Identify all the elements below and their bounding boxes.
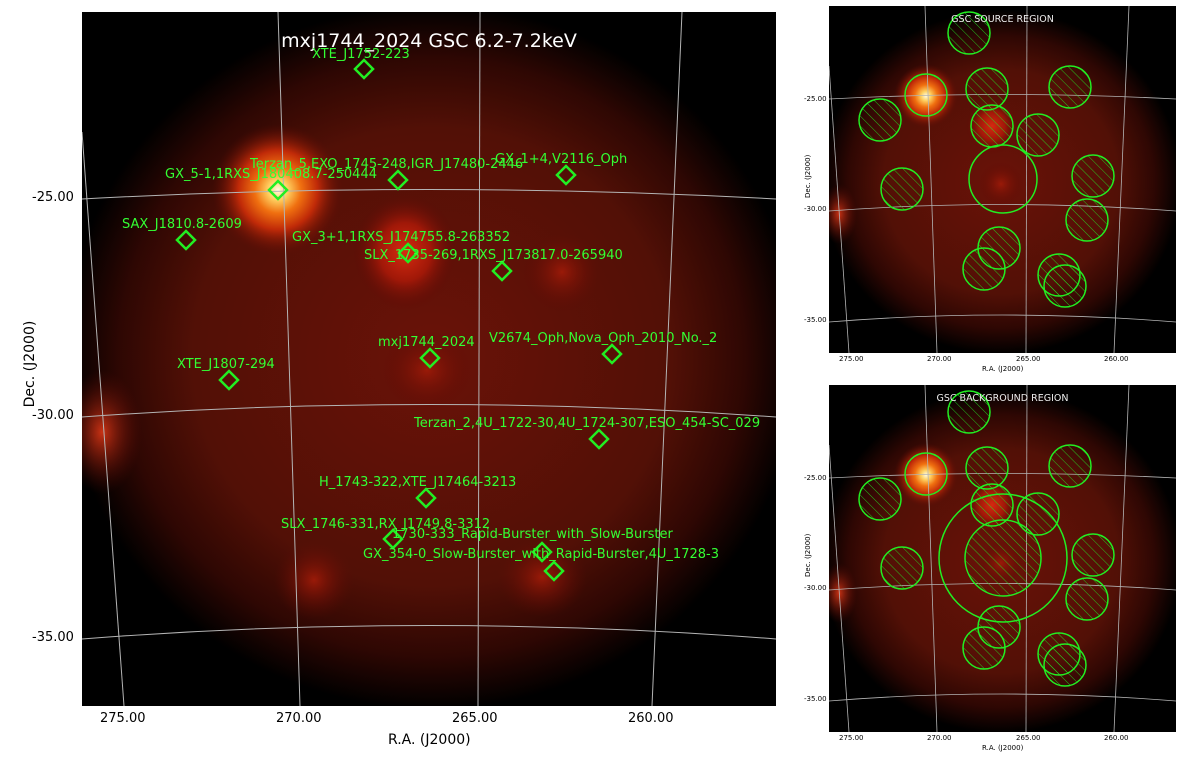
source-marker bbox=[531, 541, 553, 563]
region-circle bbox=[1065, 577, 1109, 621]
source-marker bbox=[415, 487, 437, 509]
region-circle bbox=[1048, 444, 1092, 488]
source-label: 1730-333_Rapid-Burster_with_Slow-Burster bbox=[392, 527, 673, 542]
source-label: GX_1+4,V2116_Oph bbox=[495, 152, 628, 167]
source-label: SAX_J1810.8-2609 bbox=[122, 217, 242, 232]
bkg-xtick-1: 275.00 bbox=[839, 734, 864, 742]
main-xlabel: R.A. (J2000) bbox=[388, 732, 471, 748]
main-sky-image: mxj1744_2024 GSC 6.2-7.2keV XTE_J1752-22… bbox=[82, 12, 776, 706]
region-circle bbox=[1048, 65, 1092, 109]
region-circle bbox=[880, 167, 924, 211]
source-marker bbox=[267, 179, 289, 201]
region-circle bbox=[964, 519, 1042, 597]
main-ytick-3: -35.00 bbox=[32, 630, 74, 645]
main-ytick-1: -25.00 bbox=[32, 190, 74, 205]
main-sky-svg bbox=[82, 12, 776, 706]
src-xtick-3: 265.00 bbox=[1016, 355, 1041, 363]
source-marker bbox=[491, 260, 513, 282]
main-xtick-4: 260.00 bbox=[628, 711, 674, 726]
source-marker bbox=[601, 343, 623, 365]
source-label: GX_3+1,1RXS_J174755.8-263352 bbox=[292, 230, 511, 245]
background-region-title: GSC BACKGROUND REGION bbox=[936, 393, 1069, 404]
region-circle bbox=[904, 73, 948, 117]
source-marker bbox=[387, 169, 409, 191]
source-marker bbox=[382, 528, 404, 550]
source-label: XTE_J1752-223 bbox=[312, 47, 410, 62]
source-region-svg bbox=[829, 6, 1176, 353]
src-xtick-4: 260.00 bbox=[1104, 355, 1129, 363]
src-ytick-3: -35.00 bbox=[804, 316, 827, 324]
source-label: XTE_J1807-294 bbox=[177, 357, 275, 372]
region-circle bbox=[970, 104, 1014, 148]
src-ylabel-wrap: Dec. (J2000) bbox=[788, 155, 828, 198]
main-ytick-2: -30.00 bbox=[32, 408, 74, 423]
region-circle bbox=[1065, 198, 1109, 242]
background-region-svg bbox=[829, 385, 1176, 732]
source-marker bbox=[353, 58, 375, 80]
region-circle bbox=[968, 144, 1038, 214]
bkg-ylabel: Dec. (J2000) bbox=[804, 533, 812, 577]
source-label: V2674_Oph,Nova_Oph_2010_No._2 bbox=[489, 331, 718, 346]
bkg-ylabel-wrap: Dec. (J2000) bbox=[788, 534, 828, 577]
region-circle bbox=[965, 67, 1009, 111]
source-marker bbox=[218, 369, 240, 391]
main-title: mxj1744_2024 GSC 6.2-7.2keV bbox=[281, 30, 577, 52]
bkg-ytick-2: -30.00 bbox=[804, 584, 827, 592]
source-label: GX_354-0_Slow-Burster_with_Rapid-Burster… bbox=[363, 547, 719, 562]
src-ylabel: Dec. (J2000) bbox=[804, 154, 812, 198]
source-marker bbox=[543, 560, 565, 582]
region-circle bbox=[947, 390, 991, 434]
source-label: H_1743-322,XTE_J17464-3213 bbox=[319, 475, 517, 490]
source-label: GX_5-1,1RXS_J180408.7-250444 bbox=[165, 167, 377, 182]
src-xtick-2: 270.00 bbox=[927, 355, 952, 363]
region-circle bbox=[1043, 643, 1087, 687]
region-circle bbox=[880, 546, 924, 590]
source-region-title: GSC SOURCE REGION bbox=[951, 14, 1054, 25]
region-circle bbox=[1071, 154, 1115, 198]
background-region-image: GSC BACKGROUND REGION bbox=[829, 385, 1176, 732]
main-xtick-1: 275.00 bbox=[100, 711, 146, 726]
source-label: SLX_1746-331,RX_J1749.8-3312 bbox=[281, 517, 491, 532]
bkg-xtick-2: 270.00 bbox=[927, 734, 952, 742]
source-label: mxj1744_2024 bbox=[378, 335, 475, 350]
source-marker bbox=[419, 347, 441, 369]
src-xtick-1: 275.00 bbox=[839, 355, 864, 363]
region-circle bbox=[962, 247, 1006, 291]
bkg-ytick-1: -25.00 bbox=[804, 474, 827, 482]
src-ytick-1: -25.00 bbox=[804, 95, 827, 103]
source-marker bbox=[588, 428, 610, 450]
region-circle bbox=[904, 452, 948, 496]
bkg-ytick-3: -35.00 bbox=[804, 695, 827, 703]
source-label: Terzan_2,4U_1722-30,4U_1724-307,ESO_454-… bbox=[414, 416, 761, 431]
source-label: Terzan_5,EXO_1745-248,IGR_J17480-2446 bbox=[250, 157, 524, 172]
region-circle bbox=[1071, 533, 1115, 577]
region-circle bbox=[1016, 492, 1060, 536]
source-marker bbox=[175, 229, 197, 251]
src-ytick-2: -30.00 bbox=[804, 205, 827, 213]
main-ylabel: Dec. (J2000) bbox=[22, 320, 38, 408]
region-circle bbox=[1043, 264, 1087, 308]
region-circle bbox=[1016, 113, 1060, 157]
region-circle bbox=[858, 98, 902, 142]
source-marker bbox=[555, 164, 577, 186]
bkg-xtick-3: 265.00 bbox=[1016, 734, 1041, 742]
region-circle bbox=[965, 446, 1009, 490]
main-xtick-2: 270.00 bbox=[276, 711, 322, 726]
main-xtick-3: 265.00 bbox=[452, 711, 498, 726]
region-circle bbox=[947, 11, 991, 55]
source-marker bbox=[397, 242, 419, 264]
source-region-image: GSC SOURCE REGION bbox=[829, 6, 1176, 353]
source-label: SLX_1735-269,1RXS_J173817.0-265940 bbox=[364, 248, 623, 263]
src-xlabel: R.A. (J2000) bbox=[982, 365, 1024, 373]
region-circle bbox=[938, 493, 1068, 623]
region-circle bbox=[858, 477, 902, 521]
region-circle bbox=[962, 626, 1006, 670]
bkg-xtick-4: 260.00 bbox=[1104, 734, 1129, 742]
bkg-xlabel: R.A. (J2000) bbox=[982, 744, 1024, 752]
